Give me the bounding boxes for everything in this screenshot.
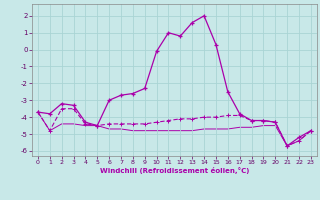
X-axis label: Windchill (Refroidissement éolien,°C): Windchill (Refroidissement éolien,°C) (100, 167, 249, 174)
